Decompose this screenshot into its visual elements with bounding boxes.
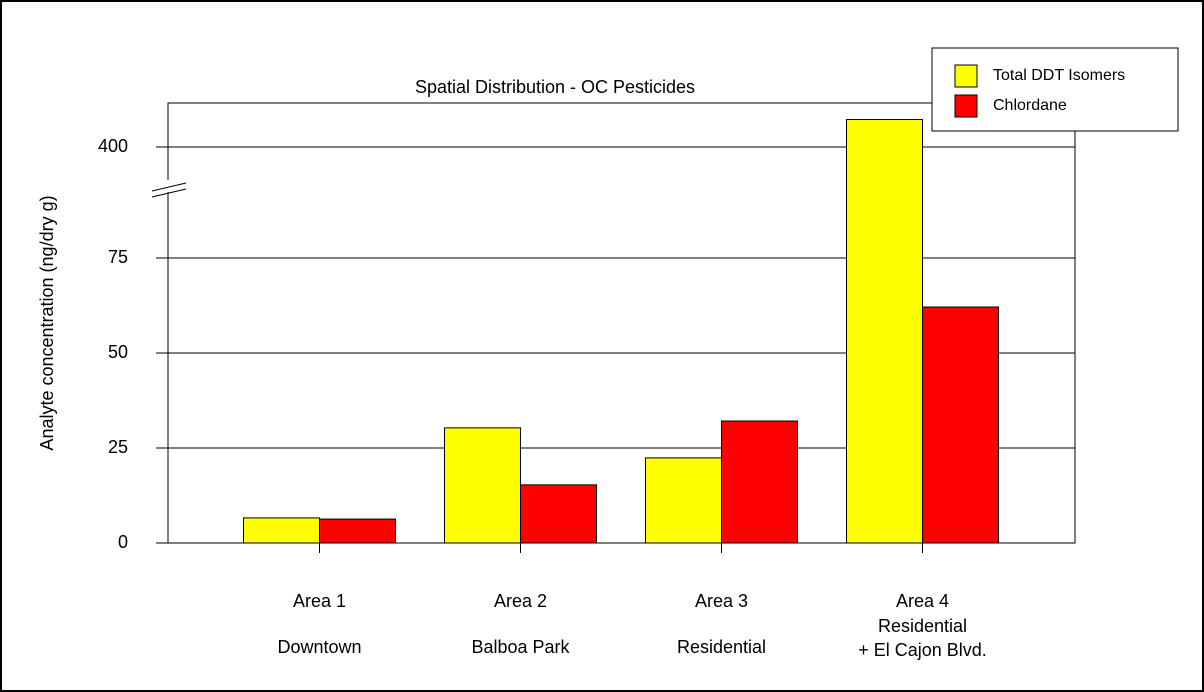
x-tick-sublabel: Balboa Park <box>471 637 570 657</box>
y-tick-label: 50 <box>108 342 128 362</box>
x-tick-label: Area 4 <box>896 591 949 611</box>
chart-title: Spatial Distribution - OC Pesticides <box>415 77 695 97</box>
axis-break <box>151 188 187 198</box>
legend-swatch <box>954 94 978 118</box>
axis-break <box>151 182 187 192</box>
legend-swatch <box>954 64 978 88</box>
legend-box <box>931 47 1179 132</box>
axis-break-gap <box>160 180 176 192</box>
bar <box>444 427 521 544</box>
x-tick-sublabel: + El Cajon Blvd. <box>858 640 987 660</box>
y-tick-label: 75 <box>108 247 128 267</box>
x-tick-label: Area 3 <box>695 591 748 611</box>
legend-label: Chlordane <box>993 97 1067 114</box>
bar <box>243 517 320 544</box>
bar <box>721 420 798 544</box>
x-tick-sublabel: Downtown <box>277 637 361 657</box>
bar <box>520 484 597 544</box>
y-tick-label: 25 <box>108 437 128 457</box>
y-tick-label: 400 <box>98 136 128 156</box>
x-tick-sublabel: Residential <box>677 637 766 657</box>
plot-frame <box>167 102 1076 544</box>
bar <box>645 457 722 544</box>
bar <box>319 518 396 544</box>
legend-label: Total DDT Isomers <box>993 67 1125 84</box>
x-tick-label: Area 1 <box>293 591 346 611</box>
y-axis-label: Analyte concentration (ng/dry g) <box>37 195 57 450</box>
y-tick-label: 0 <box>118 532 128 552</box>
x-tick-sublabel: Residential <box>878 616 967 636</box>
bar <box>922 306 999 544</box>
x-tick-label: Area 2 <box>494 591 547 611</box>
bar <box>846 118 923 544</box>
